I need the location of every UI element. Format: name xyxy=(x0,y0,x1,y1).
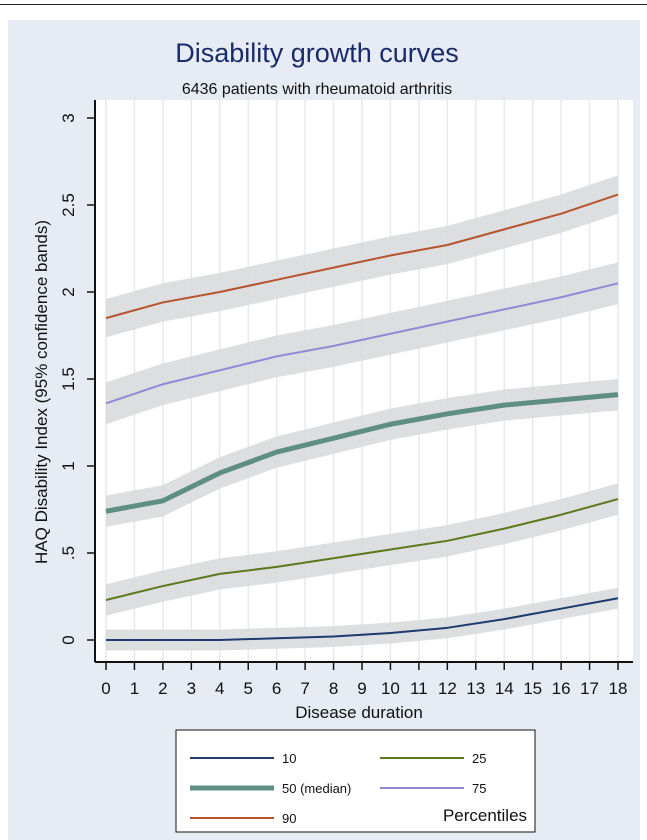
series-line-75 xyxy=(105,282,619,405)
series-line-10 xyxy=(106,597,619,641)
legend-title: Percentiles xyxy=(443,806,527,825)
series-line-90 xyxy=(105,193,619,320)
y-tick-label: 2.5 xyxy=(59,193,78,217)
confidence-bands xyxy=(106,175,618,651)
x-tick-label: 8 xyxy=(329,679,338,698)
y-tick-label: 1.5 xyxy=(59,367,78,391)
x-tick-label: 13 xyxy=(466,679,485,698)
y-axis-ticks: 0 .5 1 1.5 2 2.5 3 xyxy=(59,113,95,645)
x-tick-label: 7 xyxy=(300,679,309,698)
confidence-band-75 xyxy=(106,262,618,425)
y-tick-label: 0 xyxy=(59,635,78,644)
chart-panel: Disability growth curves 6436 patients w… xyxy=(8,20,640,840)
y-tick-label: 3 xyxy=(59,113,78,122)
series-line-25 xyxy=(105,498,619,601)
legend-label-10: 10 xyxy=(282,751,296,766)
y-tick-label: 2 xyxy=(59,287,78,296)
x-tick-label: 10 xyxy=(381,679,400,698)
confidence-band-50 xyxy=(106,379,618,527)
x-tick-label: 0 xyxy=(101,679,110,698)
x-tick-label: 5 xyxy=(243,679,252,698)
legend-label-75: 75 xyxy=(472,781,486,796)
legend-label-90: 90 xyxy=(282,811,296,826)
legend-box xyxy=(175,729,536,833)
x-axis-label: Disease duration xyxy=(295,703,423,722)
confidence-band-90 xyxy=(106,175,618,338)
x-tick-label: 11 xyxy=(410,679,428,698)
x-tick-label: 15 xyxy=(523,679,542,698)
legend-label-50: 50 (median) xyxy=(282,781,351,796)
x-tick-label: 2 xyxy=(158,679,167,698)
series-line-50 xyxy=(105,392,619,514)
y-tick-label: .5 xyxy=(59,546,78,560)
x-tick-label: 6 xyxy=(272,679,281,698)
x-tick-label: 18 xyxy=(609,679,628,698)
x-tick-label: 12 xyxy=(438,679,457,698)
top-rule xyxy=(0,4,647,5)
y-axis-label: HAQ Disability Index (95% confidence ban… xyxy=(32,220,51,564)
axes xyxy=(94,100,633,663)
percentile-lines xyxy=(105,193,619,641)
chart-title: Disability growth curves xyxy=(175,38,459,68)
x-tick-label: 4 xyxy=(215,679,224,698)
legend-label-25: 25 xyxy=(472,751,486,766)
x-axis-ticks: 0 1 2 3 4 5 6 7 8 9 10 11 12 13 14 15 16 17 18 xyxy=(101,662,627,698)
confidence-band-10 xyxy=(106,587,618,651)
x-tick-label: 17 xyxy=(580,679,599,698)
confidence-band-25 xyxy=(106,483,618,616)
legend: Percentiles 10 25 50 (median) 75 90 xyxy=(175,729,536,833)
x-tick-label: 3 xyxy=(187,679,196,698)
chart-subtitle: 6436 patients with rheumatoid arthritis xyxy=(182,81,452,98)
x-tick-label: 1 xyxy=(130,679,139,698)
x-tick-label: 9 xyxy=(357,679,366,698)
chart-svg: Disability growth curves 6436 patients w… xyxy=(32,38,633,833)
x-tick-label: 16 xyxy=(552,679,571,698)
y-tick-label: 1 xyxy=(59,461,78,470)
x-tick-label: 14 xyxy=(495,679,514,698)
